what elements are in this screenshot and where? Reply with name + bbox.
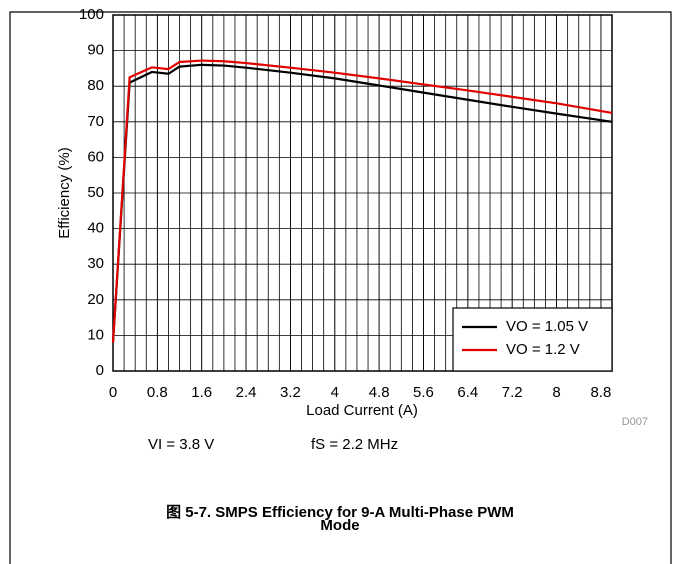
legend-label: VO = 1.2 V — [506, 341, 580, 358]
legend-label: VO = 1.05 V — [506, 318, 588, 335]
annotation: fS = 2.2 MHz — [311, 436, 398, 453]
x-axis-label: Load Current (A) — [306, 402, 418, 419]
y-axis-label: Efficiency (%) — [56, 147, 73, 238]
y-tick-label: 80 — [87, 77, 104, 94]
series-line — [111, 63, 613, 343]
y-tick-label: 40 — [87, 220, 104, 237]
y-tick-label: 70 — [87, 113, 104, 130]
x-tick-label: 0 — [109, 384, 117, 401]
x-tick-label: 8 — [552, 384, 560, 401]
x-tick-label: 7.2 — [502, 384, 523, 401]
y-tick-label: 0 — [96, 362, 104, 379]
legend-box — [452, 307, 613, 372]
y-tick-label: 90 — [87, 42, 104, 59]
annotation: VI = 3.8 V — [148, 436, 214, 453]
y-tick-label: 10 — [87, 326, 104, 343]
y-tick-label: 20 — [87, 291, 104, 308]
x-tick-label: 3.2 — [280, 384, 301, 401]
y-tick-label: 100 — [79, 6, 104, 23]
x-tick-label: 8.8 — [590, 384, 611, 401]
x-tick-label: 4 — [331, 384, 339, 401]
y-tick-label: 60 — [87, 148, 104, 165]
x-tick-label: 5.6 — [413, 384, 434, 401]
figure-id: D007 — [622, 416, 648, 428]
x-tick-label: 0.8 — [147, 384, 168, 401]
y-tick-label: 50 — [87, 184, 104, 201]
series-line — [111, 59, 613, 343]
y-tick-label: 30 — [87, 255, 104, 272]
x-tick-label: 6.4 — [457, 384, 478, 401]
x-tick-label: 4.8 — [369, 384, 390, 401]
x-tick-label: 1.6 — [191, 384, 212, 401]
plot-border — [112, 14, 613, 372]
frame — [9, 11, 672, 564]
caption: 图 5-7. SMPS Efficiency for 9-A Multi-Pha… — [166, 504, 514, 534]
x-tick-label: 2.4 — [236, 384, 257, 401]
